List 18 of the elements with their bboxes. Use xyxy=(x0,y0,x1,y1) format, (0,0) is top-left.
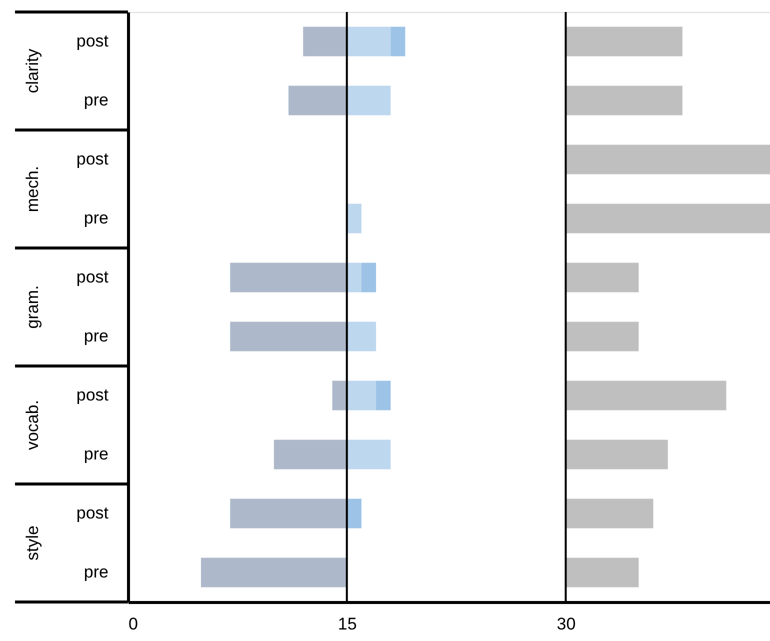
text: clarity xyxy=(23,48,42,94)
y-tick-label: post xyxy=(76,504,109,522)
y-tick-label: pre xyxy=(84,444,108,464)
y-tick-label: post xyxy=(76,268,109,286)
text: mech. xyxy=(23,166,42,212)
y-tick-label: pre xyxy=(84,562,108,582)
y-tick-label: pre xyxy=(84,208,108,228)
y-tick-label: post xyxy=(76,150,109,168)
y-tick-label: post xyxy=(76,386,109,404)
text: vocab. xyxy=(23,400,42,450)
x-tick-label: 0 xyxy=(128,614,138,634)
x-tick-label: 30 xyxy=(556,614,576,634)
y-tick-label: post xyxy=(76,32,109,50)
x-tick-label: 15 xyxy=(338,614,357,634)
text: gram. xyxy=(23,285,42,329)
text: style xyxy=(23,526,42,560)
y-tick-label: pre xyxy=(84,326,108,346)
y-tick-label: pre xyxy=(84,90,108,110)
